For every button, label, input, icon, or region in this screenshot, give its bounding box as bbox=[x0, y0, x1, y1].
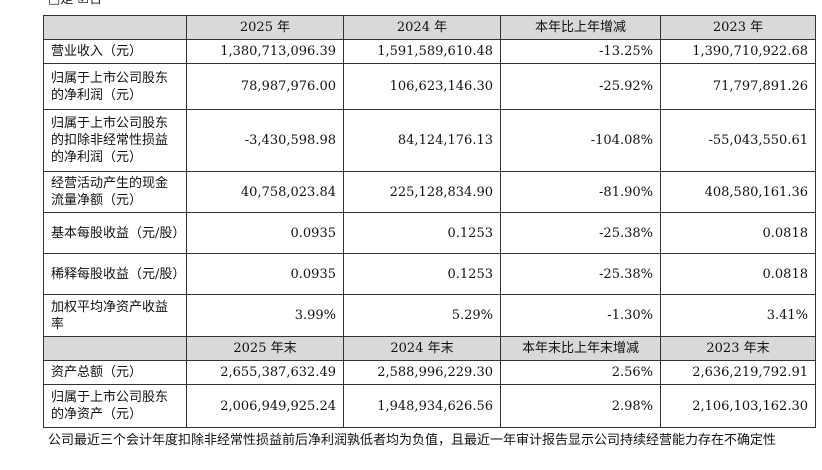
value-cell: 2.98% bbox=[500, 384, 661, 428]
value-cell: -55,043,550.61 bbox=[660, 109, 816, 172]
value-cell: -25.38% bbox=[500, 253, 661, 295]
value-cell: -1.30% bbox=[500, 294, 661, 337]
value-cell: 2,106,103,162.30 bbox=[660, 384, 816, 428]
going-concern-note: 公司最近三个会计年度扣除非经常性损益前后净利润孰低者均为负值，且最近一年审计报告… bbox=[48, 433, 777, 448]
value-cell: 225,128,834.90 bbox=[343, 171, 501, 213]
value-cell: 1,380,713,096.39 bbox=[186, 39, 344, 64]
value-cell: 3.99% bbox=[186, 294, 344, 337]
value-cell: -3,430,598.98 bbox=[186, 109, 344, 172]
table-row: 基本每股收益（元/股） 0.0935 0.1253 -25.38% 0.0818 bbox=[43, 212, 816, 254]
value-cell: 0.1253 bbox=[343, 212, 501, 254]
value-cell: -104.08% bbox=[500, 109, 661, 172]
row-label: 资产总额（元） bbox=[43, 360, 187, 385]
value-cell: 408,580,161.36 bbox=[660, 171, 816, 213]
header-cell: 2023 年 bbox=[660, 15, 816, 40]
financial-data-table: 2025 年 2024 年 本年比上年增减 2023 年 营业收入（元） 1,3… bbox=[43, 15, 816, 428]
cutoff-text: □是 ☑否 bbox=[48, 0, 102, 8]
row-label: 基本每股收益（元/股） bbox=[43, 212, 187, 254]
value-cell: 5.29% bbox=[343, 294, 501, 337]
value-cell: 2.56% bbox=[500, 360, 661, 385]
value-cell: 2,636,219,792.91 bbox=[660, 360, 816, 385]
value-cell: -25.38% bbox=[500, 212, 661, 254]
header-cell: 本年比上年增减 bbox=[500, 15, 661, 40]
value-cell: 71,797,891.26 bbox=[660, 63, 816, 110]
row-label: 经营活动产生的现金流量净额（元） bbox=[43, 171, 187, 213]
table-header-row: 2025 年末 2024 年末 本年末比上年末增减 2023 年末 bbox=[43, 336, 816, 361]
value-cell: 2,655,387,632.49 bbox=[186, 360, 344, 385]
row-label: 稀释每股收益（元/股） bbox=[43, 253, 187, 295]
row-label: 加权平均净资产收益率 bbox=[43, 294, 187, 337]
value-cell: 78,987,976.00 bbox=[186, 63, 344, 110]
header-corner-cell bbox=[43, 15, 187, 40]
table-row: 稀释每股收益（元/股） 0.0935 0.1253 -25.38% 0.0818 bbox=[43, 253, 816, 295]
value-cell: 2,588,996,229.30 bbox=[343, 360, 501, 385]
value-cell: 0.0935 bbox=[186, 253, 344, 295]
table-row: 经营活动产生的现金流量净额（元） 40,758,023.84 225,128,8… bbox=[43, 171, 816, 213]
value-cell: 84,124,176.13 bbox=[343, 109, 501, 172]
table-row: 归属于上市公司股东的净资产（元） 2,006,949,925.24 1,948,… bbox=[43, 384, 816, 428]
value-cell: 0.0818 bbox=[660, 253, 816, 295]
header-cell: 本年末比上年末增减 bbox=[500, 336, 661, 361]
row-label: 营业收入（元） bbox=[43, 39, 187, 64]
table-row: 资产总额（元） 2,655,387,632.49 2,588,996,229.3… bbox=[43, 360, 816, 385]
header-cell: 2025 年末 bbox=[186, 336, 344, 361]
value-cell: 0.1253 bbox=[343, 253, 501, 295]
value-cell: 1,948,934,626.56 bbox=[343, 384, 501, 428]
table-header-row: 2025 年 2024 年 本年比上年增减 2023 年 bbox=[43, 15, 816, 40]
row-label: 归属于上市公司股东的净资产（元） bbox=[43, 384, 187, 428]
header-cell: 2023 年末 bbox=[660, 336, 816, 361]
value-cell: -81.90% bbox=[500, 171, 661, 213]
value-cell: 2,006,949,925.24 bbox=[186, 384, 344, 428]
header-cell: 2024 年末 bbox=[343, 336, 501, 361]
table-row: 归属于上市公司股东的净利润（元） 78,987,976.00 106,623,1… bbox=[43, 63, 816, 110]
row-label: 归属于上市公司股东的净利润（元） bbox=[43, 63, 187, 110]
table-row: 加权平均净资产收益率 3.99% 5.29% -1.30% 3.41% bbox=[43, 294, 816, 337]
value-cell: 0.0935 bbox=[186, 212, 344, 254]
header-cell: 2025 年 bbox=[186, 15, 344, 40]
value-cell: 0.0818 bbox=[660, 212, 816, 254]
value-cell: 3.41% bbox=[660, 294, 816, 337]
row-label: 归属于上市公司股东的扣除非经常性损益的净利润（元） bbox=[43, 109, 187, 172]
table-row: 归属于上市公司股东的扣除非经常性损益的净利润（元） -3,430,598.98 … bbox=[43, 109, 816, 172]
value-cell: 40,758,023.84 bbox=[186, 171, 344, 213]
table-row: 营业收入（元） 1,380,713,096.39 1,591,589,610.4… bbox=[43, 39, 816, 64]
value-cell: 1,390,710,922.68 bbox=[660, 39, 816, 64]
value-cell: -25.92% bbox=[500, 63, 661, 110]
header-cell: 2024 年 bbox=[343, 15, 501, 40]
header-corner-cell bbox=[43, 336, 187, 361]
value-cell: 106,623,146.30 bbox=[343, 63, 501, 110]
value-cell: -13.25% bbox=[500, 39, 661, 64]
value-cell: 1,591,589,610.48 bbox=[343, 39, 501, 64]
